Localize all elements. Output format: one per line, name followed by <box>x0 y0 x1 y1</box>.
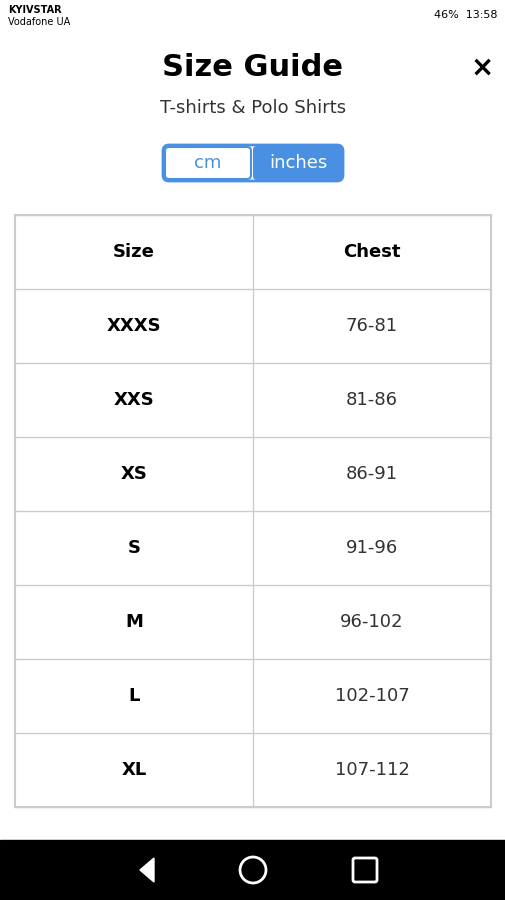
Text: ×: × <box>470 54 493 82</box>
Text: 76-81: 76-81 <box>345 317 397 335</box>
Text: 96-102: 96-102 <box>339 613 403 631</box>
FancyBboxPatch shape <box>252 146 341 180</box>
Text: 102-107: 102-107 <box>334 687 409 705</box>
Text: XXS: XXS <box>114 391 154 409</box>
Bar <box>0 840 505 900</box>
Text: S: S <box>127 539 140 557</box>
Text: XL: XL <box>121 761 146 779</box>
Text: 91-96: 91-96 <box>345 539 397 557</box>
Polygon shape <box>140 858 154 882</box>
Text: T-shirts & Polo Shirts: T-shirts & Polo Shirts <box>160 99 345 117</box>
FancyBboxPatch shape <box>163 145 342 181</box>
Text: Vodafone UA: Vodafone UA <box>8 17 70 27</box>
Text: Size: Size <box>113 243 155 261</box>
Text: XS: XS <box>120 465 147 483</box>
Text: Chest: Chest <box>342 243 400 261</box>
Text: 86-91: 86-91 <box>345 465 397 483</box>
Text: Size Guide: Size Guide <box>162 53 343 83</box>
Text: M: M <box>125 613 142 631</box>
Text: cm: cm <box>194 154 221 172</box>
Text: 107-112: 107-112 <box>334 761 409 779</box>
FancyBboxPatch shape <box>165 147 250 179</box>
Text: inches: inches <box>268 154 326 172</box>
Text: KYIVSTAR: KYIVSTAR <box>8 5 62 15</box>
Text: L: L <box>128 687 139 705</box>
Bar <box>15 215 490 807</box>
Bar <box>0 0 505 30</box>
Text: 46%  13:58: 46% 13:58 <box>434 10 497 20</box>
Text: 81-86: 81-86 <box>345 391 397 409</box>
Text: XXXS: XXXS <box>107 317 161 335</box>
